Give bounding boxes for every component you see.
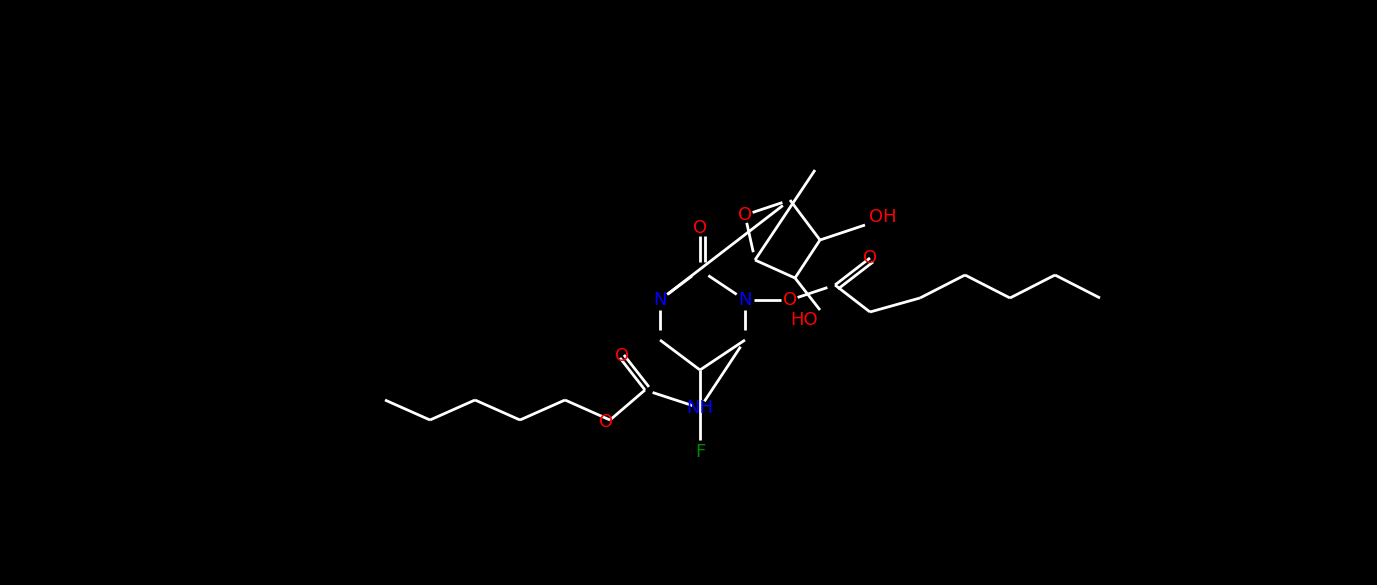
Text: O: O	[784, 291, 797, 309]
Text: O: O	[693, 219, 706, 237]
Text: HO: HO	[790, 311, 818, 329]
Text: N: N	[653, 291, 666, 309]
Text: F: F	[695, 443, 705, 461]
Text: O: O	[863, 249, 877, 267]
Text: OH: OH	[869, 208, 896, 226]
Text: O: O	[738, 206, 752, 224]
Text: NH: NH	[687, 399, 713, 417]
Text: N: N	[738, 291, 752, 309]
Text: O: O	[616, 347, 629, 365]
Text: O: O	[599, 413, 613, 431]
